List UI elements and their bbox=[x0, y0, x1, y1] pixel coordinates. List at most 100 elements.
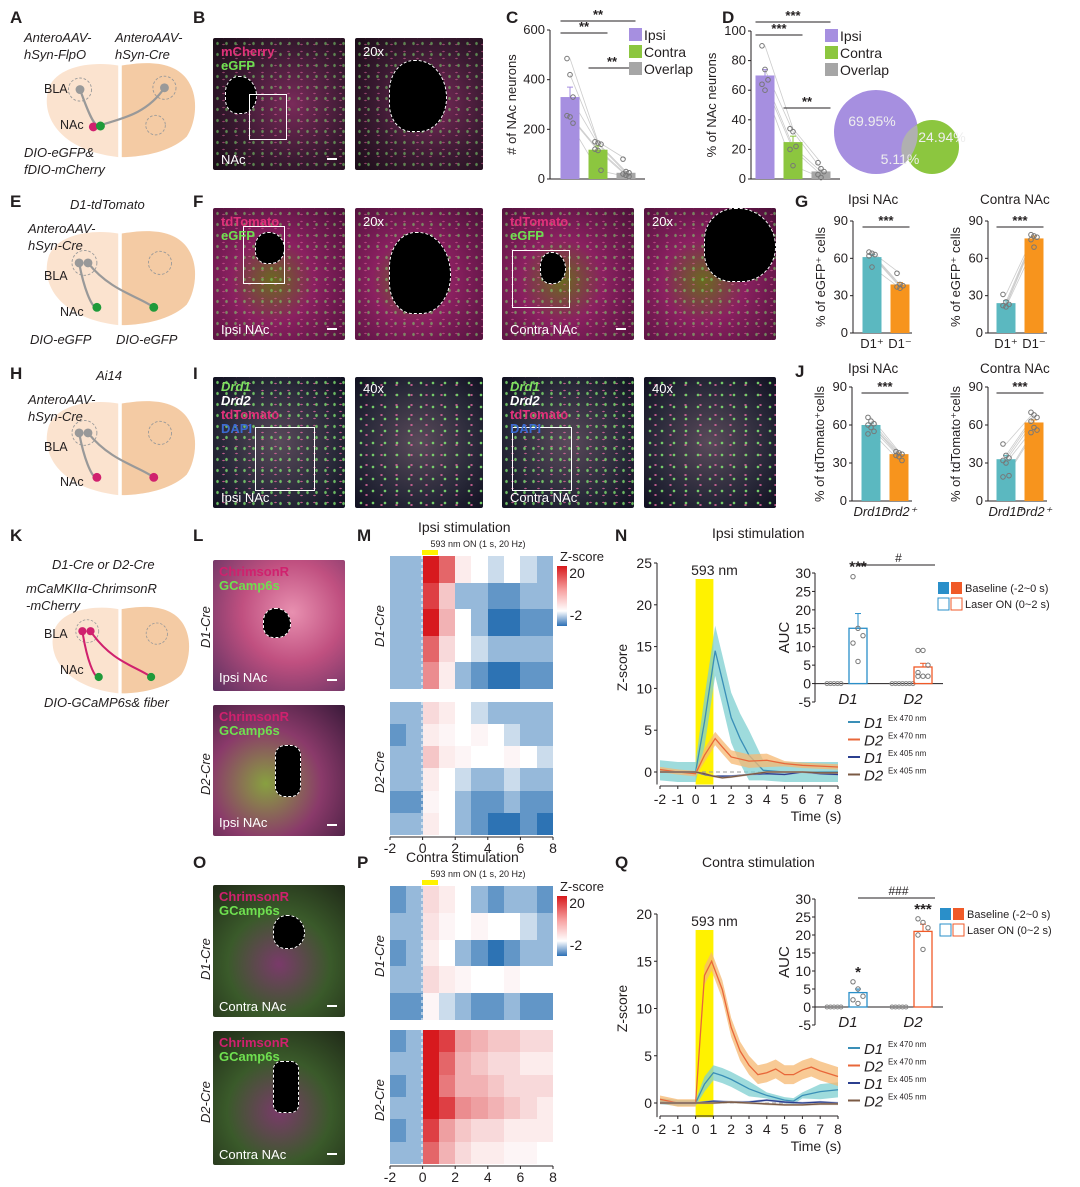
y-tick-label: 5 bbox=[803, 657, 811, 673]
data-point bbox=[567, 71, 573, 78]
heatmap-cell bbox=[487, 1052, 505, 1075]
heatmap-cell bbox=[438, 812, 456, 835]
x-axis-label: Time (s) bbox=[791, 808, 842, 824]
heatmap-cell bbox=[487, 609, 505, 636]
data-point bbox=[894, 270, 900, 277]
x-tick-label: D2 bbox=[903, 691, 923, 708]
heatmap-cell bbox=[422, 993, 439, 1020]
row-label-d2-cre: D2-Cre bbox=[198, 753, 213, 795]
baseline-point bbox=[824, 681, 830, 687]
colorbar bbox=[557, 896, 567, 956]
y-tick-label: 0 bbox=[644, 764, 652, 780]
baseline-point bbox=[838, 1004, 844, 1010]
chart-title-n: Ipsi stimulation bbox=[712, 525, 805, 541]
heatmap-cell bbox=[536, 993, 553, 1020]
heatmap-cell bbox=[520, 1074, 537, 1097]
y-tick-label: 25 bbox=[795, 909, 811, 925]
heatmap-cell bbox=[455, 702, 472, 725]
stim-label: 593 nm ON (1 s, 20 Hz) bbox=[430, 539, 525, 549]
y-tick-label: 0 bbox=[803, 676, 811, 692]
channel-label-tdtomato: tdTomato bbox=[510, 214, 569, 229]
panel-label-l: L bbox=[193, 526, 204, 545]
y-tick-label: 90 bbox=[833, 379, 847, 394]
bar-D1⁻ bbox=[890, 284, 910, 333]
heatmap-cell bbox=[455, 1052, 472, 1075]
channel-label-gcamp6s: GCamp6s bbox=[219, 578, 280, 593]
laser-point bbox=[915, 673, 921, 679]
channel-label-dapi: DAPI bbox=[221, 421, 253, 436]
heatmap-cell bbox=[487, 912, 505, 940]
data-point bbox=[821, 168, 827, 175]
micrograph-i-contra: Drd1 Drd2 tdTomato DAPI Contra NAc bbox=[502, 377, 634, 508]
heatmap-cell bbox=[520, 993, 537, 1020]
significance-label: *** bbox=[1012, 379, 1028, 394]
heatmap-cell bbox=[390, 746, 407, 769]
channel-label-drd1: Drd1 bbox=[510, 379, 540, 394]
heatmap-cell bbox=[487, 993, 505, 1020]
scale-bar bbox=[327, 328, 337, 330]
heatmap-cell bbox=[455, 966, 472, 994]
region-label: Contra NAc bbox=[510, 322, 578, 337]
significance-label: ** bbox=[802, 94, 813, 109]
heatmap-row-label: D1-Cre bbox=[372, 935, 387, 977]
laser-bar-D1 bbox=[848, 991, 868, 1008]
heatmap-cell bbox=[390, 1030, 407, 1053]
heatmap-cell bbox=[504, 582, 521, 610]
paired-line bbox=[1005, 432, 1035, 478]
heatmap-cell bbox=[536, 886, 553, 913]
heatmap-cell bbox=[471, 966, 488, 994]
legend-label: Laser ON (0~2 s) bbox=[965, 599, 1050, 611]
heatmap-cell bbox=[438, 746, 456, 769]
scale-bar bbox=[327, 1153, 337, 1155]
y-tick-label: 30 bbox=[969, 288, 983, 303]
data-point bbox=[623, 172, 629, 179]
data-point bbox=[818, 174, 824, 181]
channel-label-chrimsonr: ChrimsonR bbox=[219, 889, 290, 904]
heatmap-cell bbox=[536, 812, 553, 835]
trace-D1-Ex405nm bbox=[660, 1099, 839, 1104]
data-point bbox=[815, 159, 821, 166]
significance-label: *** bbox=[877, 379, 893, 394]
heatmap-cell bbox=[536, 582, 553, 610]
heatmap-cell bbox=[487, 790, 505, 813]
heatmap-cell bbox=[536, 746, 553, 769]
channel-label-tdtomato: tdTomato bbox=[221, 407, 280, 422]
mouse-line-label: D1-Cre or D2-Cre bbox=[52, 557, 155, 572]
laser-window bbox=[695, 579, 714, 785]
data-point bbox=[893, 452, 899, 459]
region-label: Ipsi NAc bbox=[221, 322, 270, 337]
y-tick-label: 25 bbox=[636, 555, 652, 571]
baseline-point bbox=[907, 681, 912, 687]
region-label: NAc bbox=[221, 152, 246, 167]
y-tick-label: 30 bbox=[833, 455, 847, 470]
heatmap-cell bbox=[438, 1074, 456, 1097]
legend-label: Overlap bbox=[644, 61, 693, 77]
heatmap-D2-Cre bbox=[390, 702, 553, 835]
trace-band-D1 bbox=[660, 770, 838, 778]
x-tick-label: Drd2⁺ bbox=[881, 504, 917, 519]
channel-label-chrimsonr: ChrimsonR bbox=[219, 1035, 290, 1050]
data-point bbox=[871, 428, 877, 435]
heatmap-cell bbox=[422, 966, 439, 994]
paired-line bbox=[597, 150, 627, 176]
legend-label: D1 bbox=[864, 715, 883, 732]
data-point bbox=[759, 43, 765, 49]
venn-label-ipsi: 69.95% bbox=[848, 113, 895, 129]
y-tick-label: 10 bbox=[795, 639, 811, 655]
significance-label: ** bbox=[593, 7, 604, 22]
heatmap-cell bbox=[455, 662, 472, 689]
heatmap-cell bbox=[406, 662, 423, 689]
y-tick-label: 40 bbox=[732, 112, 746, 127]
bar-D1⁻ bbox=[1024, 238, 1044, 333]
x-tick-label: -2 bbox=[654, 791, 667, 807]
heatmap-cell bbox=[487, 746, 505, 769]
magnification-label: 40x bbox=[652, 381, 673, 396]
baseline-point bbox=[903, 681, 909, 687]
data-point bbox=[869, 264, 875, 270]
legend-label: Laser ON (0~2 s) bbox=[967, 925, 1052, 937]
data-point bbox=[790, 128, 796, 135]
heatmap-cell bbox=[390, 768, 407, 791]
y-tick-label: 0 bbox=[840, 493, 847, 508]
heatmap-cell bbox=[390, 1119, 407, 1142]
legend-label: Baseline (-2~0 s) bbox=[967, 909, 1050, 921]
